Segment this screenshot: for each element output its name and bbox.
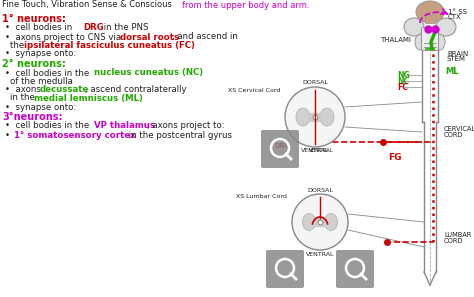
Text: dorsal roots: dorsal roots bbox=[120, 32, 179, 42]
Text: CTX: CTX bbox=[448, 14, 462, 20]
Text: DORSAL: DORSAL bbox=[307, 187, 333, 192]
Text: NC: NC bbox=[397, 77, 409, 86]
Text: CERVICAL: CERVICAL bbox=[444, 126, 474, 132]
Text: 2° neurons:: 2° neurons: bbox=[2, 59, 66, 69]
Text: medial lemniscus (ML): medial lemniscus (ML) bbox=[34, 94, 143, 102]
Text: •  axons project to CNS via: • axons project to CNS via bbox=[5, 32, 124, 42]
Text: DRG: DRG bbox=[83, 23, 104, 32]
Ellipse shape bbox=[325, 214, 337, 230]
Text: •  cell bodies in the: • cell bodies in the bbox=[5, 69, 92, 78]
Text: •  cell bodies in the: • cell bodies in the bbox=[5, 121, 92, 130]
Text: CORD: CORD bbox=[444, 132, 464, 138]
Text: FG: FG bbox=[317, 231, 327, 236]
Text: STEM: STEM bbox=[447, 56, 466, 62]
Text: 1° neurons:: 1° neurons: bbox=[2, 14, 66, 24]
Text: DORSAL: DORSAL bbox=[302, 80, 328, 86]
Text: DRG: DRG bbox=[274, 143, 290, 149]
Text: CORD: CORD bbox=[444, 238, 464, 244]
Text: in the postcentral gyrus: in the postcentral gyrus bbox=[126, 132, 232, 140]
FancyBboxPatch shape bbox=[425, 15, 435, 23]
Text: 1° SS: 1° SS bbox=[448, 9, 467, 15]
Ellipse shape bbox=[320, 108, 334, 126]
Text: , and ascend in: , and ascend in bbox=[172, 32, 238, 42]
Text: from the upper body and arm.: from the upper body and arm. bbox=[182, 1, 310, 10]
Ellipse shape bbox=[296, 108, 310, 126]
Text: XS Cervical Cord: XS Cervical Cord bbox=[228, 88, 280, 92]
Text: THALAMI: THALAMI bbox=[380, 37, 411, 43]
Text: FG: FG bbox=[388, 152, 401, 162]
Text: FG/FC: FG/FC bbox=[308, 129, 326, 133]
FancyBboxPatch shape bbox=[421, 28, 438, 50]
Text: LUMBAR: LUMBAR bbox=[444, 232, 471, 238]
Text: •  cell bodies in: • cell bodies in bbox=[5, 23, 75, 32]
Text: •  axons: • axons bbox=[5, 86, 44, 94]
Text: ML: ML bbox=[445, 67, 458, 77]
Ellipse shape bbox=[302, 214, 316, 230]
Text: FC: FC bbox=[397, 83, 408, 91]
Text: the: the bbox=[10, 40, 27, 50]
Text: in the PNS: in the PNS bbox=[101, 23, 148, 32]
Text: ipsilateral fasciculus cuneatus (FC): ipsilateral fasciculus cuneatus (FC) bbox=[24, 40, 195, 50]
Text: •  synapse onto:: • synapse onto: bbox=[5, 50, 76, 59]
Text: XS Lumbar Cord: XS Lumbar Cord bbox=[236, 195, 287, 200]
Text: VENTRAL: VENTRAL bbox=[306, 252, 334, 257]
Text: nucleus cuneatus (NC): nucleus cuneatus (NC) bbox=[94, 69, 203, 78]
Text: •: • bbox=[5, 132, 16, 140]
Text: VENTRAL: VENTRAL bbox=[301, 148, 329, 154]
Ellipse shape bbox=[435, 34, 445, 50]
Text: VP thalamus: VP thalamus bbox=[94, 121, 155, 130]
Circle shape bbox=[285, 87, 345, 147]
Text: NG: NG bbox=[397, 70, 410, 80]
FancyBboxPatch shape bbox=[336, 250, 374, 288]
Text: BRAIN: BRAIN bbox=[447, 51, 468, 57]
Text: of the medulla: of the medulla bbox=[10, 77, 73, 86]
Circle shape bbox=[292, 194, 348, 250]
Text: 1° somatosensory cortex: 1° somatosensory cortex bbox=[14, 132, 136, 140]
FancyBboxPatch shape bbox=[261, 130, 299, 168]
Text: in the: in the bbox=[10, 94, 37, 102]
Text: Fine Touch, Vibration Sense & Conscious: Fine Touch, Vibration Sense & Conscious bbox=[2, 1, 174, 10]
Ellipse shape bbox=[404, 18, 424, 36]
Text: decussate: decussate bbox=[40, 86, 90, 94]
Text: •  synapse onto:: • synapse onto: bbox=[5, 102, 76, 111]
Text: VENTRAL: VENTRAL bbox=[309, 148, 333, 152]
Ellipse shape bbox=[416, 1, 444, 23]
Ellipse shape bbox=[415, 34, 425, 50]
FancyBboxPatch shape bbox=[266, 250, 304, 288]
Text: 3°neurons:: 3°neurons: bbox=[2, 112, 63, 122]
Ellipse shape bbox=[436, 18, 456, 36]
Text: , ascend contralaterally: , ascend contralaterally bbox=[85, 86, 187, 94]
Text: , axons project to:: , axons project to: bbox=[147, 121, 225, 130]
